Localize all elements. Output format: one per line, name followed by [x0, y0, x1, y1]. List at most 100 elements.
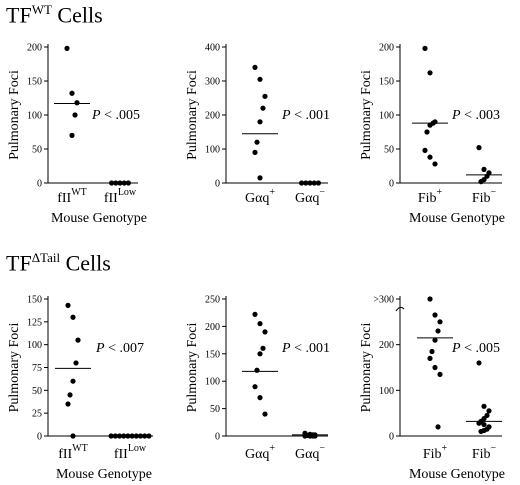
- p-value-label: P < .003: [451, 108, 500, 123]
- category-label: Fib−: [472, 443, 497, 462]
- y-axis-label: Pulmonary Foci: [185, 70, 200, 160]
- chart-panel-1: 0 50 100 150 200 Pulmonary Foci fIIWT fIILow Mou…: [7, 43, 147, 227]
- p-value-label: P < .007: [95, 341, 144, 356]
- data-point: [75, 337, 81, 343]
- x-axis-label: Mouse Genotype: [51, 211, 147, 226]
- y-tick-label: 150: [27, 77, 42, 88]
- section-title-wt-prefix: TF: [6, 2, 32, 28]
- y-axis-label: Pulmonary Foci: [359, 322, 374, 412]
- category-label: Gαq−: [295, 443, 325, 462]
- data-point: [481, 166, 487, 172]
- y-tick-label: 250: [205, 295, 220, 306]
- y-tick-label: 150: [205, 349, 220, 360]
- data-point: [254, 367, 260, 373]
- data-point: [252, 311, 258, 317]
- data-point: [422, 147, 428, 153]
- section-title-dtail: TFΔTail Cells: [6, 250, 111, 276]
- y-tick-label: 200: [205, 111, 220, 122]
- y-tick-label: 0: [215, 179, 220, 190]
- data-point: [427, 296, 433, 302]
- data-point: [424, 129, 430, 135]
- y-tick-label: 400: [205, 43, 220, 54]
- y-tick-label: 50: [210, 404, 220, 415]
- y-tick-label: 100: [27, 111, 42, 122]
- y-tick-label: 200: [205, 322, 220, 333]
- category-label: Fib+: [418, 187, 443, 206]
- p-value-label: P < .005: [451, 341, 500, 356]
- data-point: [252, 149, 258, 155]
- x-axis-label: Mouse Genotype: [409, 467, 505, 482]
- data-point: [72, 112, 78, 118]
- data-point: [70, 378, 76, 384]
- data-point: [69, 132, 75, 138]
- data-point: [432, 337, 438, 343]
- data-point: [257, 395, 263, 401]
- y-axis-label: Pulmonary Foci: [359, 70, 374, 160]
- chart-panel-4: 0 25 50 75 100 125 150 Pulmonary Foci fIIWT fIILo…: [7, 295, 153, 482]
- y-tick-label: 100: [205, 377, 220, 388]
- data-point: [427, 355, 433, 361]
- y-tick-label: 150: [27, 295, 42, 306]
- data-point: [70, 433, 76, 439]
- data-point: [74, 100, 80, 106]
- y-tick-label: 50: [384, 145, 394, 156]
- y-tick-label: 300: [205, 77, 220, 88]
- data-point: [476, 360, 482, 366]
- x-axis-label: Mouse Genotype: [56, 467, 152, 482]
- data-point: [257, 321, 263, 327]
- y-tick-label: 200: [27, 43, 42, 54]
- data-point: [432, 364, 438, 371]
- y-tick-label: 200: [379, 340, 394, 351]
- y-tick-label: 0: [215, 432, 220, 443]
- data-point: [262, 93, 268, 99]
- p-value-label: P < .005: [91, 108, 140, 123]
- data-point: [432, 312, 438, 318]
- category-label: Gαq+: [245, 443, 275, 462]
- category-label: fIILow: [114, 443, 147, 462]
- data-point: [254, 139, 260, 145]
- data-point: [422, 45, 428, 51]
- data-point: [252, 384, 258, 390]
- data-point: [427, 122, 433, 128]
- data-point: [427, 70, 433, 76]
- chart-panel-3: 0 50 100 150 200 Pulmonary Foci Fib+ Fib− Mouse …: [359, 43, 505, 227]
- data-point: [67, 392, 73, 398]
- y-tick-label: 100: [27, 340, 42, 351]
- category-label: Gαq−: [295, 187, 325, 206]
- category-label: Fib+: [423, 443, 448, 462]
- section-title-wt-suffix: Cells: [51, 2, 103, 28]
- data-point: [481, 403, 487, 409]
- section-title-dtail-suffix: Cells: [60, 250, 111, 276]
- y-tick-label: 100: [379, 386, 394, 397]
- y-tick-label: 100: [205, 145, 220, 156]
- y-tick-label: 0: [37, 179, 42, 190]
- section-title-wt-sup: WT: [31, 2, 52, 17]
- data-point: [262, 411, 268, 417]
- y-tick-label: 50: [32, 145, 42, 156]
- y-tick-label: 50: [32, 386, 42, 397]
- data-point: [432, 161, 438, 167]
- y-tick-label: 0: [389, 179, 394, 190]
- axis-break-mark: [395, 306, 405, 312]
- y-tick-label: >300: [373, 295, 394, 306]
- data-point: [427, 154, 433, 160]
- y-axis-label: Pulmonary Foci: [185, 322, 200, 412]
- y-axis-label: Pulmonary Foci: [7, 322, 22, 412]
- data-point: [435, 328, 441, 334]
- section-title-dtail-sup: ΔTail: [31, 250, 61, 265]
- data-point: [65, 401, 71, 407]
- data-point: [252, 64, 258, 70]
- y-tick-label: 150: [379, 77, 394, 88]
- y-tick-label: 0: [389, 432, 394, 443]
- data-point: [429, 348, 435, 355]
- data-point: [257, 175, 263, 181]
- y-axis-label: Pulmonary Foci: [7, 70, 22, 160]
- data-point: [437, 371, 443, 377]
- data-point: [70, 314, 76, 320]
- y-tick-label: 125: [27, 317, 42, 328]
- category-label: Fib−: [472, 187, 497, 206]
- section-title-wt: TFWT Cells: [6, 2, 103, 28]
- x-axis-label: Mouse Genotype: [409, 211, 505, 226]
- data-point: [260, 105, 266, 111]
